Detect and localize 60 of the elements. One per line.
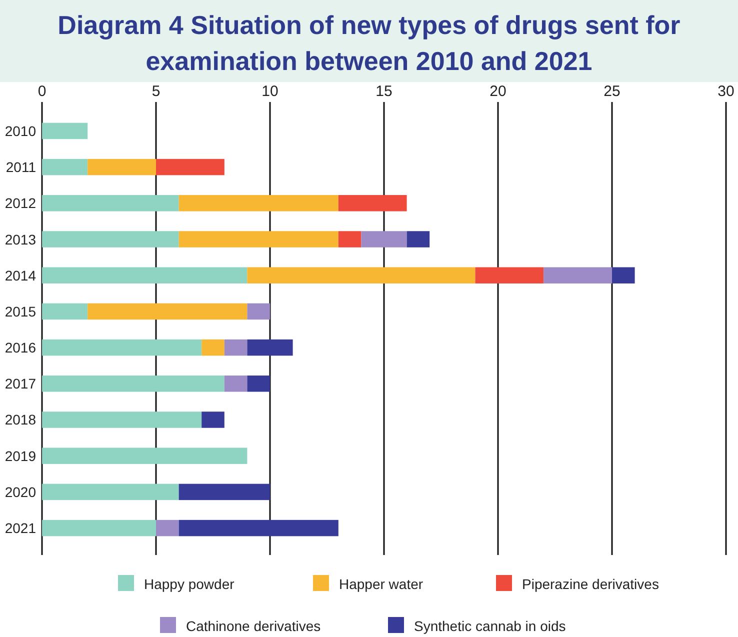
bar: [42, 448, 248, 464]
bar: [178, 520, 338, 536]
y-tick-label: 2020: [4, 484, 36, 500]
y-tick-label: 2018: [4, 412, 36, 428]
x-tick-label: 20: [490, 83, 506, 100]
bar: [156, 520, 179, 536]
bar: [247, 376, 270, 392]
bar: [247, 267, 476, 284]
bar: [42, 303, 88, 320]
bar: [156, 158, 224, 176]
bar: [202, 339, 224, 356]
y-tick-label: 2014: [4, 267, 36, 284]
bar: [42, 122, 88, 140]
chart-title: Diagram 4 Situation of new types of drugs sent for examination between 2010 and 2021: [58, 10, 680, 76]
bar: [338, 195, 407, 212]
y-tick-label: 2016: [4, 340, 36, 356]
y-tick-label: 2019: [4, 448, 36, 464]
bar: [42, 195, 179, 212]
bar: [475, 267, 544, 284]
y-tick-label: 2011: [6, 159, 36, 176]
bar: [406, 231, 430, 248]
bar: [178, 231, 338, 248]
bar: [224, 376, 248, 392]
y-tick-label: 2010: [4, 122, 36, 139]
legend-label: Cathinone derivatives: [186, 618, 321, 634]
bar: [42, 231, 179, 248]
x-tick-label: 25: [604, 83, 620, 100]
bar: [178, 484, 270, 500]
bar: [42, 412, 202, 428]
bar: [42, 267, 248, 284]
bar: [544, 267, 612, 284]
x-tick-label: 30: [718, 83, 734, 100]
x-tick-label: 5: [152, 83, 160, 100]
bar: [42, 484, 179, 500]
y-tick-label: 2017: [4, 376, 36, 392]
legend-label: Synthetic cannab in oids: [414, 618, 566, 634]
bar: [612, 267, 635, 284]
bar: [202, 412, 224, 428]
legend-label: Piperazine derivatives: [522, 576, 659, 592]
bar: [247, 339, 293, 356]
bar: [338, 231, 362, 248]
bar: [42, 339, 202, 356]
bar: [42, 520, 156, 536]
x-tick-label: 15: [376, 83, 392, 100]
legend-label: Happer water: [339, 576, 424, 592]
bar: [42, 158, 88, 176]
y-tick-label: 2013: [4, 231, 36, 248]
bar: [178, 195, 338, 212]
y-tick-label: 2012: [4, 195, 36, 212]
bar: [88, 158, 156, 176]
bar: [361, 231, 407, 248]
bar: [88, 303, 248, 320]
legend-label: Happy powder: [144, 576, 235, 592]
x-tick-label: 0: [38, 83, 46, 100]
x-tick-label: 10: [262, 83, 278, 100]
y-tick-label: 2015: [4, 303, 36, 320]
y-tick-label: 2021: [4, 520, 36, 536]
bar: [224, 339, 248, 356]
bar: [247, 303, 270, 320]
bar: [42, 376, 224, 392]
